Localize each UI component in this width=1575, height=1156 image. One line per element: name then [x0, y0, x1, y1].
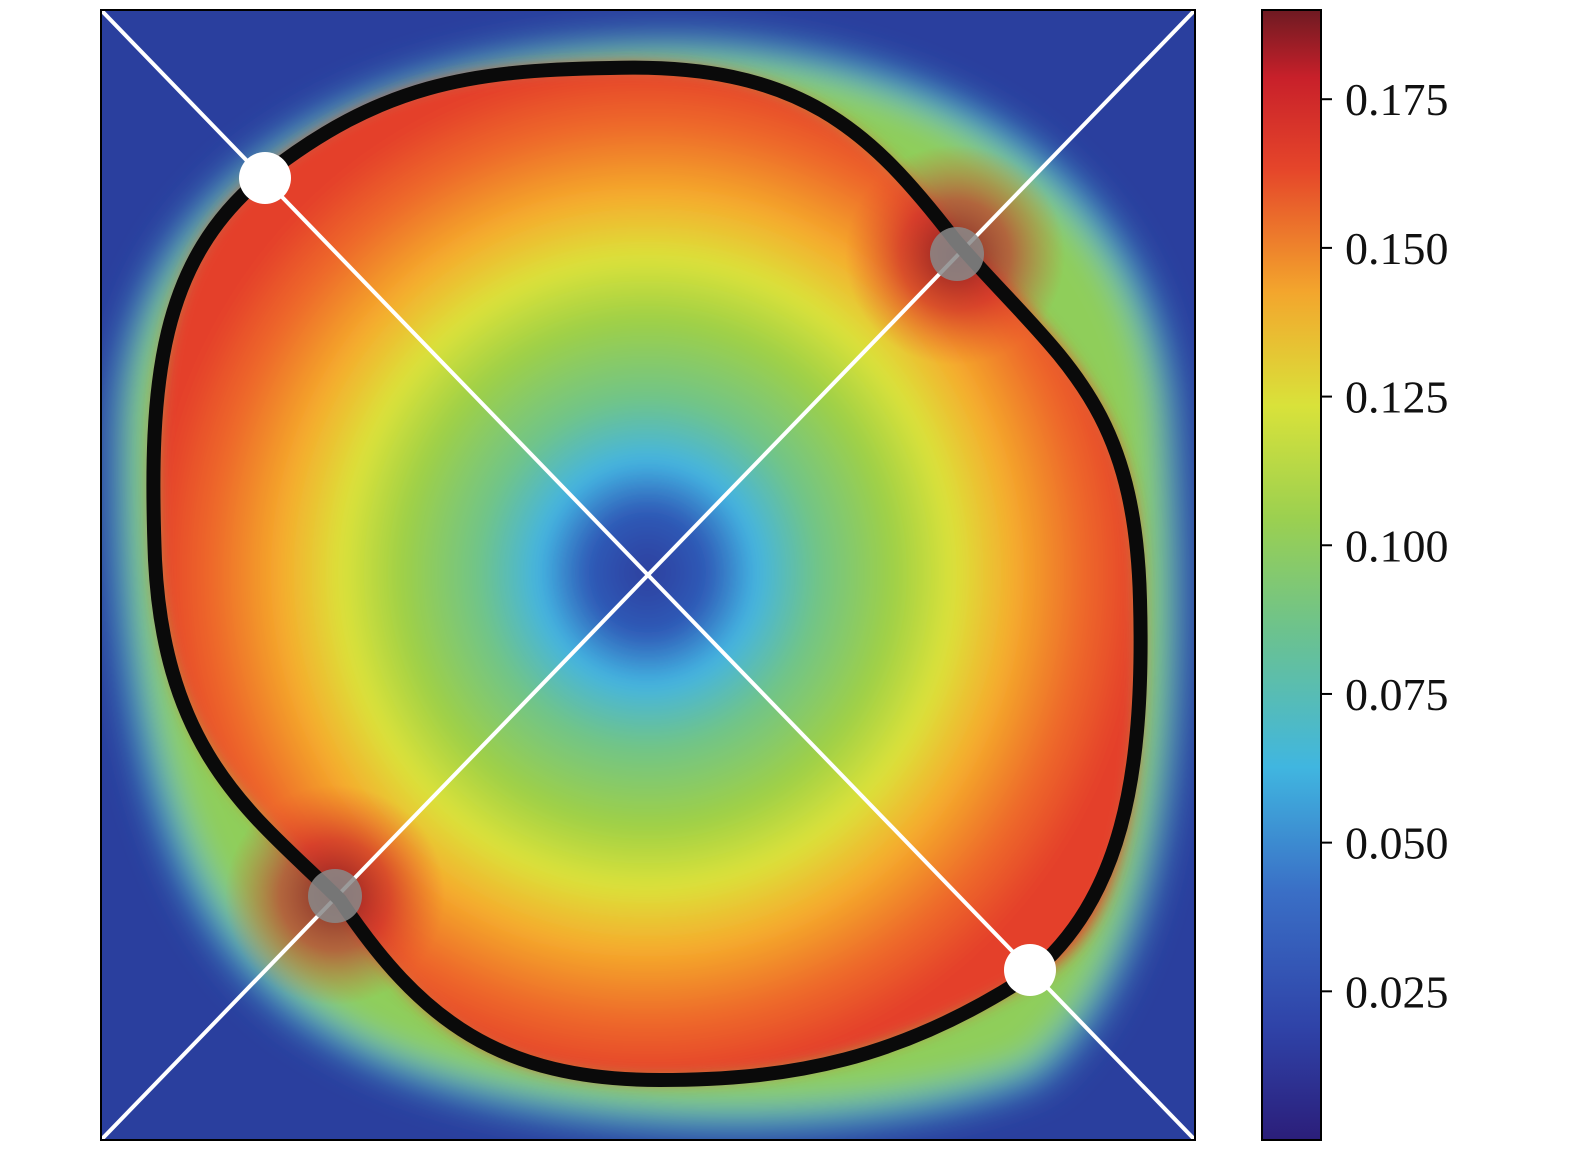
colorbar-tick-label: 0.025	[1345, 966, 1449, 1017]
marker-upper-right	[930, 227, 984, 281]
colorbar-tick-label: 0.175	[1345, 74, 1449, 125]
plot-frame	[100, 9, 1196, 1141]
interface-curve	[146, 60, 1148, 1087]
colorbar: 0.025 0.050 0.075 0.100 0.125 0.150 0.175	[1261, 9, 1449, 1141]
colorbar-fill	[1262, 10, 1321, 1140]
colorbar-ticks: 0.025 0.050 0.075 0.100 0.125 0.150 0.175	[1321, 74, 1449, 1017]
colorbar-frame	[1261, 9, 1322, 1141]
colorbar-tick-label: 0.100	[1345, 520, 1449, 571]
diagonal-line-2	[101, 10, 1195, 1140]
colorbar-tick-label: 0.150	[1345, 223, 1449, 274]
colorbar-tick-label: 0.125	[1345, 372, 1449, 423]
marker-lower-right	[1004, 944, 1056, 996]
colorbar-tick-label: 0.075	[1345, 669, 1449, 720]
marker-lower-left	[308, 869, 362, 923]
field-panel	[101, 10, 1195, 1140]
colorbar-tick-label: 0.050	[1345, 818, 1449, 869]
marker-upper-left	[239, 152, 291, 204]
